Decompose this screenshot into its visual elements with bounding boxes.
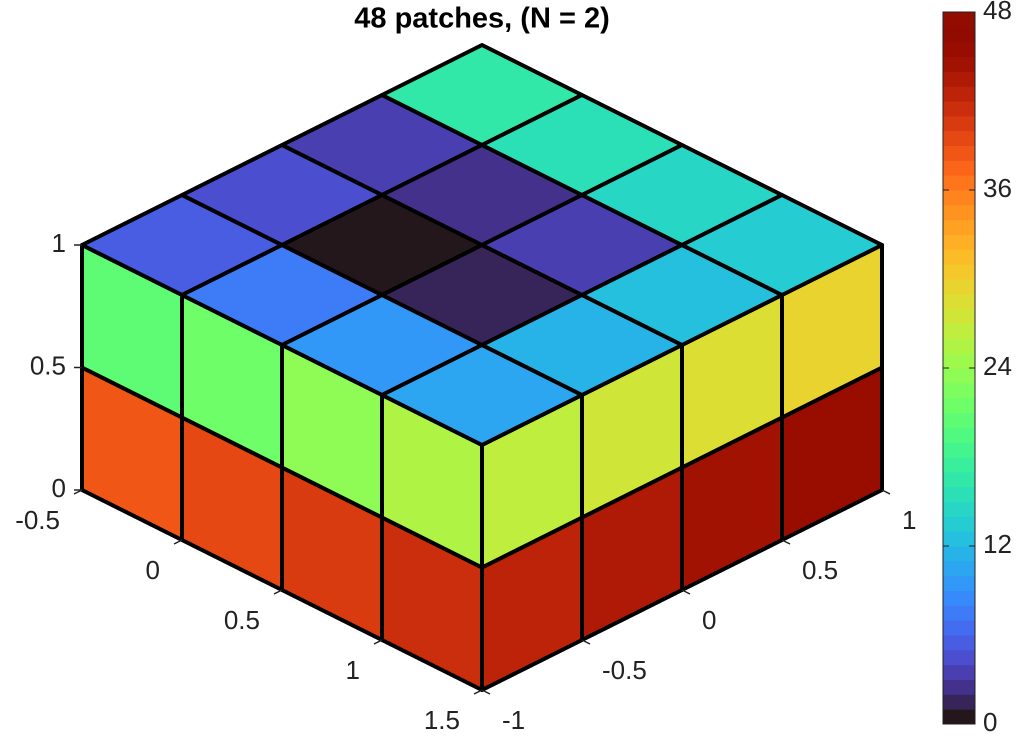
colorbar-segment [943, 694, 975, 710]
colorbar-tick-label: 0 [983, 707, 997, 737]
colorbar-segment [943, 130, 975, 146]
colorbar-segment [943, 635, 975, 651]
colorbar-segment [943, 279, 975, 295]
colorbar-segment [943, 338, 975, 354]
colorbar-segment [943, 560, 975, 577]
colorbar-segment [943, 382, 975, 399]
y-tick [781, 539, 791, 545]
y-tick-label: 0 [702, 605, 716, 635]
colorbar-segment [943, 649, 975, 666]
colorbar-segment [943, 412, 975, 428]
colorbar-segment [943, 427, 975, 443]
colorbar-segment [943, 679, 975, 695]
colorbar-segment [943, 293, 975, 310]
colorbar-segment [943, 71, 975, 87]
colorbar-segment [943, 234, 975, 250]
colorbar-segment [943, 204, 975, 221]
colorbar-segment [943, 160, 975, 176]
colorbar-segment [943, 264, 975, 280]
colorbar-segment [943, 41, 975, 57]
colorbar-segment [943, 486, 975, 502]
colorbar-segment [943, 590, 975, 606]
colorbar-segment [943, 442, 975, 458]
colorbar-segment [943, 323, 975, 339]
z-tick-label: 0 [52, 473, 66, 503]
colorbar-segment [943, 26, 975, 43]
x-tick [273, 589, 283, 595]
x-tick-label: 0 [146, 555, 160, 585]
x-tick-label: 0.5 [224, 605, 260, 635]
x-tick-label: -0.5 [15, 505, 60, 535]
colorbar-segment [943, 575, 975, 591]
colorbar-segment [943, 664, 975, 680]
colorbar-segment [943, 353, 975, 369]
colorbar-segment [943, 501, 975, 517]
chart-title: 48 patches, (N = 2) [354, 3, 609, 35]
colorbar-segment [943, 397, 975, 413]
colorbar-segment [943, 101, 975, 117]
colorbar-segment [943, 368, 975, 384]
z-tick-label: 1 [52, 228, 66, 258]
colorbar-segment [943, 516, 975, 532]
colorbar-segment [943, 190, 975, 206]
x-tick-label: 1.5 [424, 705, 460, 735]
colorbar-segment [943, 86, 975, 102]
colorbar-segment [943, 457, 975, 473]
x-tick [373, 639, 383, 645]
colorbar-segment [943, 56, 975, 72]
colorbar-segment [943, 249, 975, 265]
y-tick-label: 1 [902, 505, 916, 535]
colorbar-segment [943, 709, 975, 725]
y-tick [681, 589, 691, 595]
colorbar-segment [943, 12, 975, 28]
colorbar-segment [943, 115, 975, 132]
colorbar-segment [943, 620, 975, 636]
y-tick [481, 689, 491, 695]
y-tick-label: 0.5 [802, 555, 838, 585]
colorbar-segment [943, 145, 975, 161]
colorbar-segment [943, 471, 975, 488]
colorbar-segment [943, 175, 975, 191]
colorbar-tick-label: 36 [983, 173, 1012, 203]
x-tick-label: 1 [346, 655, 360, 685]
z-tick-label: 0.5 [30, 350, 66, 380]
colorbar-segment [943, 219, 975, 235]
colorbar-tick-label: 48 [983, 0, 1012, 25]
y-tick-label: -0.5 [602, 655, 647, 685]
colorbar-tick-label: 24 [983, 351, 1012, 381]
colorbar-segment [943, 605, 975, 621]
y-tick-label: -1 [502, 705, 525, 735]
y-tick [581, 639, 591, 645]
x-tick [473, 689, 483, 695]
x-tick [173, 539, 183, 545]
colorbar-tick-label: 12 [983, 529, 1012, 559]
colorbar-segment [943, 546, 975, 562]
y-tick [881, 489, 891, 495]
patch [680, 193, 884, 297]
colorbar-segment [943, 308, 975, 324]
colorbar-segment [943, 531, 975, 547]
